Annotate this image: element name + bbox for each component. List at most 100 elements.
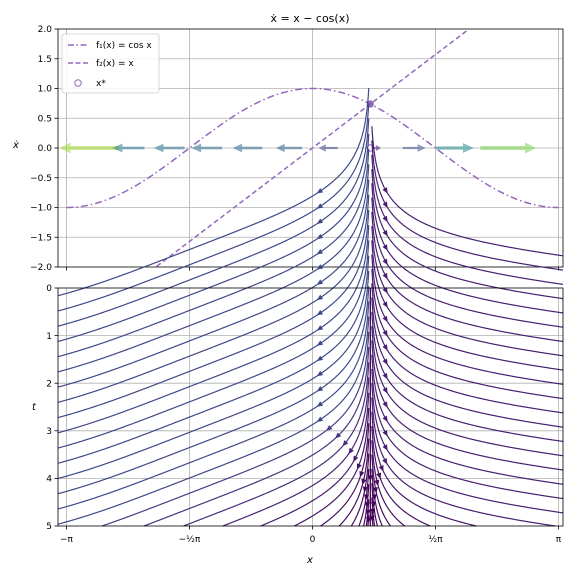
bottom-y-tick-label: 0	[46, 284, 52, 294]
streamline-arrow	[382, 387, 388, 394]
streamlines	[58, 88, 564, 527]
bottom-x-ticks: −π −½π 0 ½π π	[60, 526, 562, 545]
flow-arrow-head	[462, 143, 474, 153]
top-y-tick-label: −1.0	[30, 204, 52, 214]
top-y-tick-label: 0.5	[38, 114, 52, 124]
flow-arrow-head	[375, 144, 382, 152]
fixed-point-arrow	[367, 475, 373, 482]
flow-arrow	[191, 143, 223, 153]
streamline-arrow	[316, 401, 324, 407]
streamline-arrow	[316, 309, 324, 316]
top-y-ticks: 2.0 1.5 1.0 0.5 0.0 −0.5 −1.0 −1.5 −2.0	[30, 25, 58, 273]
bottom-y-axis-label: t	[32, 402, 37, 413]
bottom-x-tick-label: ½π	[428, 535, 443, 545]
streamline-arrow	[382, 187, 388, 194]
streamline-arrow	[316, 386, 324, 392]
streamline-arrow	[382, 457, 388, 465]
flow-arrow	[232, 143, 263, 153]
streamline-arrow	[316, 264, 324, 270]
streamline-arrow	[316, 203, 324, 209]
streamline-arrow	[382, 372, 388, 380]
streamline-arrow	[370, 508, 376, 515]
bottom-x-tick-label: π	[556, 535, 562, 545]
streamline-arrow	[382, 344, 388, 351]
bottom-y-tick-label: 2	[46, 379, 52, 389]
top-y-tick-label: 1.5	[38, 55, 52, 65]
top-panel: 2.0 1.5 1.0 0.5 0.0 −0.5 −1.0 −1.5 −2.0 ẋ f₁(x) …	[12, 25, 564, 273]
flow-arrow-head	[275, 143, 285, 153]
flow-arrow	[435, 143, 474, 153]
streamline-arrow	[316, 188, 324, 194]
streamline-arrow	[382, 444, 388, 451]
legend-label-fixed-point: x*	[96, 79, 106, 89]
top-y-tick-label: 0.0	[38, 144, 53, 154]
bottom-y-tick-label: 3	[46, 427, 52, 437]
legend: f₁(x) = cos x f₂(x) = x x*	[61, 33, 160, 94]
streamline-arrow	[326, 424, 333, 431]
legend-box	[61, 33, 160, 94]
streamline-arrow	[382, 401, 388, 408]
bottom-y-ticks: 0 1 2 3 4 5	[46, 284, 58, 532]
streamline-arrow	[382, 329, 388, 337]
top-y-axis-label: ẋ	[12, 140, 19, 151]
bottom-y-tick-label: 1	[46, 332, 52, 342]
flow-arrow	[402, 144, 426, 152]
top-y-tick-label: −1.5	[30, 233, 52, 243]
streamline-arrow	[316, 248, 324, 255]
flow-arrows	[59, 142, 537, 154]
streamline-arrow	[382, 201, 388, 208]
bottom-x-axis-label: x	[306, 555, 313, 566]
streamline-arrow	[342, 440, 349, 447]
streamline-arrow	[316, 325, 324, 331]
flow-arrow	[153, 143, 185, 153]
identity-line	[156, 29, 469, 267]
legend-swatch-fixed-point	[74, 79, 82, 87]
streamline-arrow	[382, 415, 388, 423]
bottom-y-tick-label: 5	[46, 522, 52, 532]
flow-arrow-head	[232, 143, 243, 153]
streamline-arrow	[335, 432, 342, 439]
chart-title: ẋ = x − cos(x)	[270, 12, 349, 25]
streamline-arrow	[316, 218, 324, 224]
streamline-arrow	[362, 486, 368, 493]
flow-arrow-head	[153, 143, 164, 153]
streamline-arrow	[316, 233, 324, 240]
flow-arrow	[275, 143, 303, 153]
bottom-x-tick-label: −½π	[179, 535, 201, 545]
flow-arrow-head	[191, 143, 202, 153]
bottom-grid	[58, 288, 563, 526]
bottom-frame	[57, 287, 564, 527]
streamline-arrow	[382, 287, 388, 294]
streamline-arrow	[382, 358, 388, 366]
streamline-arrow	[316, 355, 324, 362]
streamline-arrow	[365, 509, 371, 516]
top-x-ticks	[66, 267, 559, 271]
top-curves	[66, 29, 559, 267]
streamline-arrow	[376, 472, 382, 479]
cos-curve	[66, 87, 559, 209]
flow-arrow	[480, 142, 537, 154]
streamline-arrow	[316, 294, 324, 301]
flow-arrow-head	[59, 142, 71, 154]
streamline-arrow	[382, 230, 388, 237]
streamline-arrow	[348, 447, 354, 455]
streamline-arrow	[382, 244, 388, 251]
bottom-panel: 0 1 2 3 4 5 −π −½π 0 ½π π t x	[32, 88, 564, 566]
streamline-arrow	[382, 215, 388, 223]
flow-arrow-head	[525, 142, 537, 154]
flow-arrow-head	[417, 144, 426, 152]
top-y-tick-label: −0.5	[30, 174, 52, 184]
legend-label-cos: f₁(x) = cos x	[96, 41, 152, 51]
streamline-arrow	[382, 272, 388, 280]
flow-arrow	[112, 143, 145, 153]
flow-arrow-head	[112, 143, 123, 153]
streamline-arrow	[382, 315, 388, 323]
legend-label-x: f₂(x) = x	[96, 59, 134, 69]
bottom-y-tick-label: 4	[46, 475, 52, 485]
streamline-arrow	[316, 340, 324, 346]
streamline-arrow	[382, 258, 388, 266]
streamline-arrow	[374, 479, 380, 487]
flow-arrow	[59, 142, 120, 154]
streamline-arrow	[316, 370, 324, 377]
